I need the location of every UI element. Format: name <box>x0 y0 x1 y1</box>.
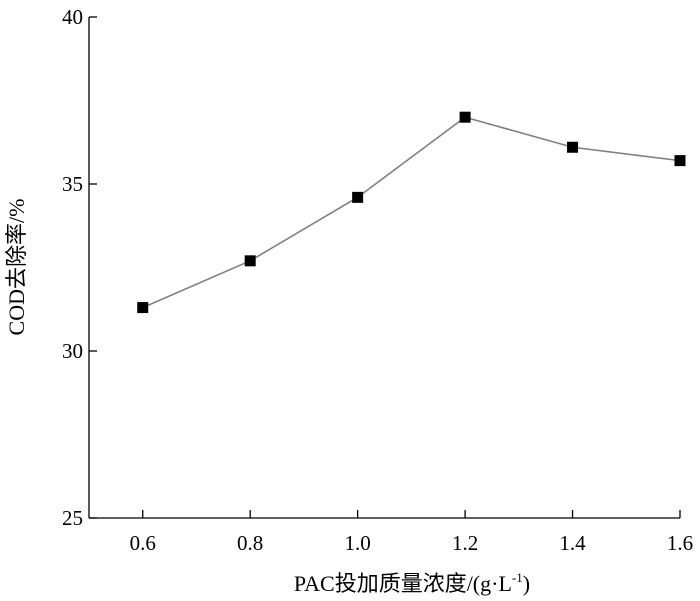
data-point <box>567 141 579 153</box>
data-point <box>674 155 686 167</box>
x-tick-label: 1.4 <box>559 531 586 555</box>
x-tick-label: 1.2 <box>452 531 478 555</box>
axes: 25 30 35 40 0.6 0.8 1.0 1.2 1.4 1.6 <box>62 5 693 555</box>
y-tick-label: 35 <box>62 172 83 196</box>
y-axis-title: COD去除率/% <box>4 199 29 336</box>
x-tick-label: 1.6 <box>667 531 693 555</box>
y-tick-label: 25 <box>62 506 83 530</box>
x-tick-label: 0.6 <box>130 531 156 555</box>
x-tick-label: 0.8 <box>237 531 263 555</box>
x-axis-title: PAC投加质量浓度/(g·L-1) <box>294 570 530 596</box>
x-axis-title-main: PAC投加质量浓度/(g·L <box>294 571 512 596</box>
data-point <box>137 302 149 314</box>
series-line <box>142 116 681 309</box>
x-ticks: 0.6 0.8 1.0 1.2 1.4 1.6 <box>130 510 693 555</box>
data-point <box>352 191 364 203</box>
y-ticks: 25 30 35 40 <box>62 5 97 530</box>
x-axis-title-suffix: ) <box>523 571 530 596</box>
y-tick-label: 30 <box>62 339 83 363</box>
data-point <box>244 255 256 267</box>
x-axis-title-superscript: -1 <box>512 570 523 585</box>
x-tick-label: 1.0 <box>345 531 371 555</box>
data-point <box>459 111 471 123</box>
plot-area <box>137 111 686 314</box>
y-tick-label: 40 <box>62 5 83 29</box>
